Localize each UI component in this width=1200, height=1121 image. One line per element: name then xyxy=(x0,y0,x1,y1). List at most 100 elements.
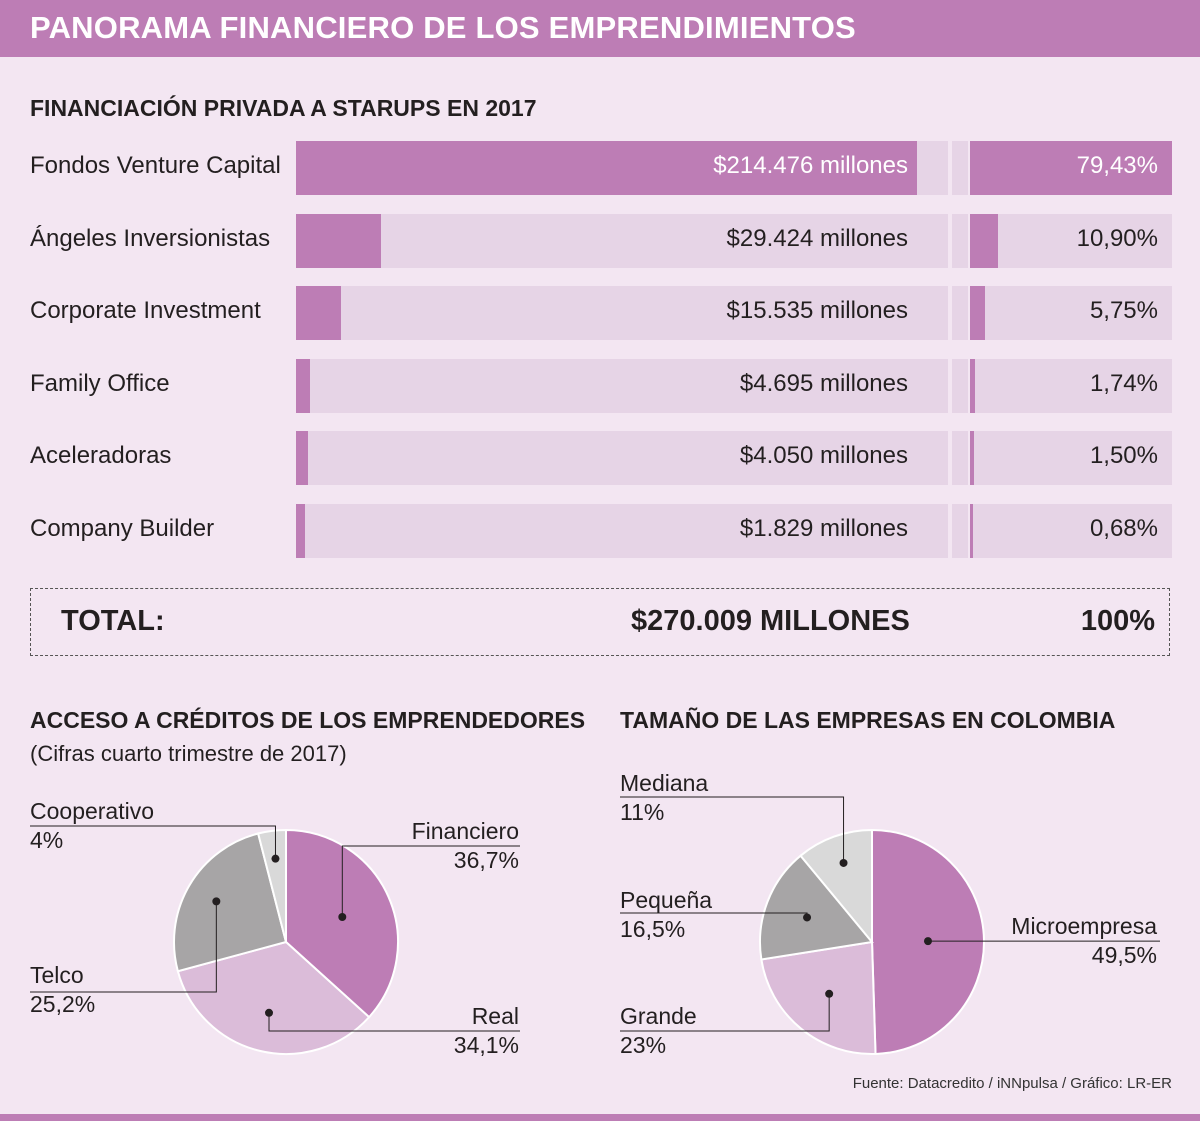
bar-category-label: Company Builder xyxy=(30,515,215,542)
percentage-track: 5,75% xyxy=(970,286,1172,341)
bar-gap xyxy=(952,431,968,486)
bar-category-label: Fondos Venture Capital xyxy=(30,152,281,179)
percentage-fill xyxy=(970,504,973,558)
total-value: $270.009 MILLONES xyxy=(631,605,910,637)
bar-value-label: $4.050 millones xyxy=(739,442,908,470)
size-leader-line xyxy=(620,796,845,863)
bar-category-label: Family Office xyxy=(30,369,170,397)
percentage-track: 1,50% xyxy=(970,431,1172,486)
credit-leader-dot xyxy=(265,1008,274,1017)
label-cooperativo: Cooperativo 4% xyxy=(30,797,154,855)
label-telco-name: Telco xyxy=(30,962,84,988)
bar-value-label: $15.535 millones xyxy=(726,297,908,325)
label-grande-value: 23% xyxy=(620,1032,667,1058)
label-mediana-value: 11% xyxy=(620,799,665,825)
percentage-label: 5,75% xyxy=(1089,297,1158,325)
percentage-fill xyxy=(970,286,985,341)
bar-track: $4.050 millones xyxy=(296,431,948,486)
label-pequena-value: 16,5% xyxy=(620,916,686,942)
total-percentage: 100% xyxy=(1080,605,1155,637)
bar-track: $1.829 millones xyxy=(296,504,948,558)
bar-chart-title: FINANCIACIÓN PRIVADA A STARUPS EN 2017 xyxy=(30,95,537,121)
bar-value-label: $1.829 millones xyxy=(739,515,908,542)
company-size-pie-title: TAMAÑO DE LAS EMPRESAS EN COLOMBIA xyxy=(620,707,1116,733)
bar-fill xyxy=(296,358,310,413)
percentage-fill xyxy=(970,213,999,268)
percentage-fill xyxy=(970,431,974,486)
bar-track: $15.535 millones xyxy=(296,286,948,341)
credit-slice-real xyxy=(176,940,371,1055)
percentage-track: 0,68% xyxy=(970,504,1172,558)
bar-fill xyxy=(296,213,382,268)
credit-pie-title: ACCESO A CRÉDITOS DE LOS EMPRENDEDORES xyxy=(30,707,586,733)
percentage-label: 1,50% xyxy=(1089,442,1158,470)
bar-track: $4.695 millones xyxy=(296,358,948,413)
label-real: Real 34,1% xyxy=(454,1002,519,1060)
total-label: TOTAL: xyxy=(61,605,165,637)
bar-gap xyxy=(952,141,968,195)
bar-gap xyxy=(952,358,968,413)
label-mediana: Mediana 11% xyxy=(620,769,708,827)
credit-leader-line xyxy=(30,825,276,859)
percentage-fill xyxy=(970,358,975,413)
label-microempresa-value: 49,5% xyxy=(1091,942,1157,968)
bar-gap xyxy=(952,504,968,558)
bar-track: $29.424 millones xyxy=(296,213,948,268)
percentage-label: 79,43% xyxy=(1076,152,1158,179)
bar-track: $214.476 millones xyxy=(296,141,948,195)
percentage-label: 0,68% xyxy=(1089,515,1158,542)
label-real-value: 34,1% xyxy=(453,1032,519,1058)
page-title: PANORAMA FINANCIERO DE LOS EMPRENDIMIENT… xyxy=(30,10,856,45)
bar-row: Family Office $4.695 millones 1,74% xyxy=(0,358,1200,413)
bar-category-label: Ángeles Inversionistas xyxy=(30,224,271,252)
bar-fill xyxy=(296,286,341,341)
credit-leader-dot xyxy=(271,854,280,863)
size-leader-line xyxy=(620,993,830,1032)
credit-leader-line xyxy=(341,845,520,918)
credit-pie xyxy=(30,825,520,1055)
size-leader-dot xyxy=(825,989,834,998)
company-size-pie xyxy=(620,796,1160,1055)
source-note: Fuente: Datacredito / iNNpulsa / Gráfico… xyxy=(852,1075,1172,1092)
bar-value-label: $214.476 millones xyxy=(713,152,908,179)
bar-row: Corporate Investment $15.535 millones 5,75… xyxy=(0,286,1200,341)
credit-pie-subtitle: (Cifras cuarto trimestre de 2017) xyxy=(30,741,347,766)
bar-fill xyxy=(296,504,305,558)
label-pequena-name: Pequeña xyxy=(620,887,713,913)
bar-value-label: $29.424 millones xyxy=(726,224,908,252)
label-grande: Grande 23% xyxy=(620,1002,697,1060)
footer-bar xyxy=(0,1114,1200,1121)
size-slice-pequea xyxy=(759,854,874,961)
label-telco-value: 25,2% xyxy=(30,991,96,1017)
size-leader-dot xyxy=(839,858,848,867)
header-banner: PANORAMA FINANCIERO DE LOS EMPRENDIMIENT… xyxy=(0,0,1200,57)
label-telco: Telco 25,2% xyxy=(30,961,95,1019)
percentage-track: 10,90% xyxy=(970,213,1172,268)
bar-fill xyxy=(296,141,918,195)
bar-row: Ángeles Inversionistas $29.424 millones 10… xyxy=(0,213,1200,268)
bar-row: Fondos Venture Capital $214.476 millones 7… xyxy=(0,141,1200,195)
bar-gap xyxy=(952,286,968,341)
size-leader-dot xyxy=(923,937,932,946)
label-financiero-name: Financiero xyxy=(411,818,519,844)
label-financiero: Financiero 36,7% xyxy=(412,817,519,875)
total-box: TOTAL: $270.009 MILLONES 100% xyxy=(30,588,1170,656)
credit-leader-dot xyxy=(212,897,221,906)
bar-category-label: Aceleradoras xyxy=(30,442,172,470)
credit-leader-line xyxy=(268,1012,520,1032)
bar-row: Company Builder $1.829 millones 0,68% xyxy=(0,504,1200,558)
label-real-name: Real xyxy=(471,1003,519,1029)
label-microempresa-name: Microempresa xyxy=(1011,913,1157,939)
credit-leader-line xyxy=(30,901,217,993)
label-cooperativo-value: 4% xyxy=(30,827,64,853)
size-slice-mediana xyxy=(799,828,873,945)
label-pequena: Pequeña 16,5% xyxy=(620,886,712,944)
percentage-label: 10,90% xyxy=(1076,224,1158,252)
percentage-fill xyxy=(970,141,1172,195)
bar-row: Aceleradoras $4.050 millones 1,50% xyxy=(0,431,1200,486)
bar-value-label: $4.695 millones xyxy=(739,369,908,397)
percentage-label: 1,74% xyxy=(1089,369,1158,397)
label-cooperativo-name: Cooperativo xyxy=(30,798,155,824)
percentage-track: 79,43% xyxy=(970,141,1172,195)
